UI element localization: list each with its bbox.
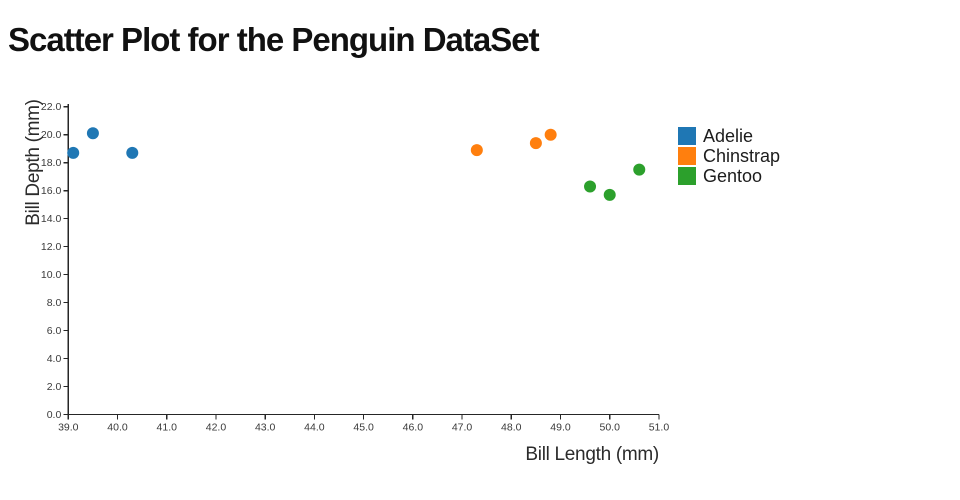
x-tick-label: 46.0 bbox=[403, 422, 424, 434]
y-tick-label: 14.0 bbox=[41, 213, 62, 225]
y-tick-label: 0.0 bbox=[47, 409, 62, 421]
legend-label-adelie: Adelie bbox=[703, 126, 754, 146]
y-tick-label: 2.0 bbox=[47, 381, 62, 393]
data-point-adelie bbox=[67, 146, 80, 159]
x-tick-label: 45.0 bbox=[353, 422, 374, 434]
x-tick-label: 43.0 bbox=[255, 422, 276, 434]
data-point-chinstrap bbox=[544, 128, 557, 141]
data-point-chinstrap bbox=[470, 144, 483, 157]
y-tick-label: 22.0 bbox=[41, 101, 62, 113]
y-tick-label: 10.0 bbox=[41, 269, 62, 281]
x-tick-label: 40.0 bbox=[107, 422, 128, 434]
x-tick-label: 44.0 bbox=[304, 422, 325, 434]
y-axis-title: Bill Depth (mm) bbox=[23, 99, 44, 225]
legend-swatch-chinstrap bbox=[678, 147, 696, 165]
legend-label-chinstrap: Chinstrap bbox=[703, 146, 781, 166]
x-tick-label: 47.0 bbox=[452, 422, 473, 434]
x-tick-label: 48.0 bbox=[501, 422, 522, 434]
x-tick-label: 41.0 bbox=[157, 422, 178, 434]
x-axis-title: Bill Length (mm) bbox=[525, 444, 659, 465]
x-tick-label: 51.0 bbox=[649, 422, 670, 434]
data-point-adelie bbox=[86, 127, 99, 140]
y-tick-label: 12.0 bbox=[41, 241, 62, 253]
data-point-chinstrap bbox=[529, 137, 542, 150]
x-tick-label: 49.0 bbox=[550, 422, 571, 434]
x-tick-label: 50.0 bbox=[600, 422, 621, 434]
legend-item-chinstrap[interactable]: Chinstrap bbox=[678, 147, 780, 165]
y-tick-label: 4.0 bbox=[47, 353, 62, 365]
x-tick-label: 39.0 bbox=[58, 422, 79, 434]
legend-swatch-adelie bbox=[678, 127, 696, 145]
y-tick-label: 20.0 bbox=[41, 129, 62, 141]
y-tick-label: 18.0 bbox=[41, 157, 62, 169]
data-point-gentoo bbox=[603, 188, 616, 201]
chart-legend: Adelie Chinstrap Gentoo bbox=[678, 127, 780, 187]
data-point-gentoo bbox=[633, 163, 646, 176]
y-tick-label: 6.0 bbox=[47, 325, 62, 337]
legend-item-gentoo[interactable]: Gentoo bbox=[678, 167, 780, 185]
y-tick-label: 8.0 bbox=[47, 297, 62, 309]
chart-title: Scatter Plot for the Penguin DataSet bbox=[8, 21, 540, 58]
legend-swatch-gentoo bbox=[678, 167, 696, 185]
legend-item-adelie[interactable]: Adelie bbox=[678, 127, 780, 145]
x-tick-label: 42.0 bbox=[206, 422, 227, 434]
y-tick-label: 16.0 bbox=[41, 185, 62, 197]
data-point-adelie bbox=[126, 146, 139, 159]
legend-label-gentoo: Gentoo bbox=[703, 166, 763, 186]
data-point-gentoo bbox=[584, 180, 597, 193]
